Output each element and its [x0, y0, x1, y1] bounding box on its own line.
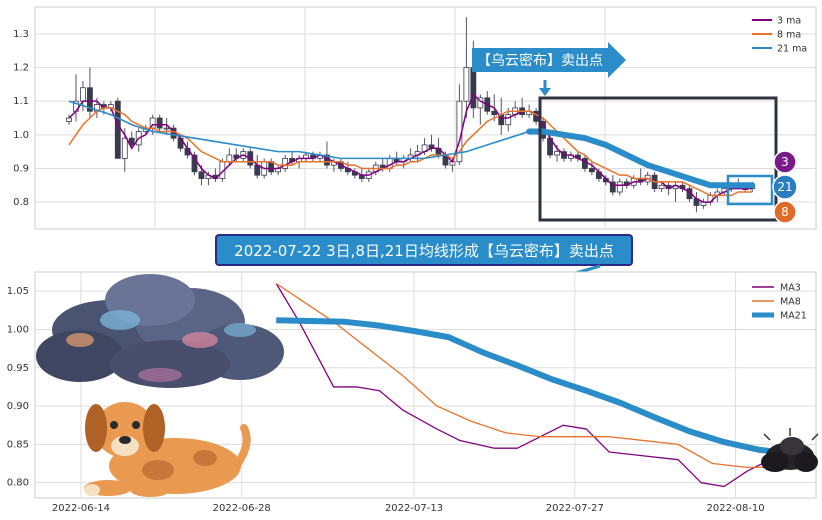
candle-body — [114, 100, 121, 159]
down-arrow-icon — [539, 80, 551, 96]
candle-body — [658, 184, 665, 190]
candle-body — [191, 154, 198, 173]
candle-body — [156, 117, 163, 129]
candle-body — [582, 157, 588, 169]
badge-8: 8 — [773, 200, 797, 224]
candle-body — [463, 67, 470, 102]
candle-body — [616, 181, 623, 193]
ma21-highlight-line — [526, 128, 756, 189]
top-y-tick-label: 0.8 — [13, 197, 29, 208]
bottom-y-tick-label: 0.95 — [7, 363, 29, 374]
bottom-y-tick-label: 1.05 — [7, 286, 29, 297]
bottom-x-tick-label: 2022-07-13 — [385, 503, 443, 514]
bottom-x-tick-label: 2022-06-14 — [52, 503, 110, 514]
candle — [114, 97, 121, 159]
legend-label: MA8 — [780, 297, 801, 308]
bottom-y-tick-label: 0.80 — [7, 478, 29, 489]
badge-21: 21 — [772, 174, 798, 200]
bottom-x-tick-label: 2022-08-10 — [707, 503, 765, 514]
top-y-tick-label: 1.0 — [13, 130, 29, 141]
candle-body — [226, 154, 233, 163]
candle-body — [609, 181, 616, 193]
candle — [588, 161, 595, 176]
legend-label: 3 ma — [777, 16, 801, 27]
candle-body — [66, 117, 72, 122]
bottom-x-axis: 2022-06-14 2022-06-28 2022-07-13 2022-07-27… — [52, 503, 765, 514]
badge-21-label: 21 — [777, 180, 792, 194]
badge-3: 3 — [773, 150, 797, 174]
candle-body — [198, 171, 205, 179]
ma-lines — [68, 93, 756, 203]
top-grid — [35, 7, 816, 229]
candle — [616, 178, 623, 196]
top-y-axis: 0.8 0.9 1.0 1.1 1.2 1.3 — [13, 29, 29, 208]
candle-body — [282, 157, 289, 169]
series-line — [275, 282, 794, 469]
top-callout-text: 【乌云密布】卖出点 — [477, 52, 603, 69]
candle-body — [505, 114, 512, 126]
top-y-tick-label: 1.1 — [13, 96, 29, 107]
badge-3-label: 3 — [781, 155, 789, 169]
candle-body — [87, 87, 93, 112]
candle-body — [470, 67, 477, 109]
candle — [87, 67, 93, 118]
top-callout: 【乌云密布】卖出点 — [472, 42, 626, 78]
legend-label: MA21 — [780, 311, 807, 322]
candle — [191, 151, 198, 176]
convergence-box — [726, 174, 774, 206]
candle-body — [554, 151, 560, 156]
bottom-legend: MA3 MA8 MA21 — [752, 283, 807, 322]
bottom-x-tick-label: 2022-07-27 — [546, 503, 604, 514]
main-callout-text: 2022-07-22 3日,8日,21日均线形成【乌云密布】卖出点 — [234, 242, 614, 260]
top-y-tick-label: 1.3 — [13, 29, 29, 40]
series-line — [276, 317, 794, 457]
bottom-y-tick-label: 1.00 — [7, 324, 29, 335]
candle — [156, 114, 163, 132]
storm-cloud-icon — [36, 274, 284, 388]
candle-body — [121, 137, 128, 159]
legend-label: 21 ma — [777, 44, 807, 55]
dog-icon — [84, 402, 251, 497]
bottom-y-tick-label: 0.90 — [7, 401, 29, 412]
bottom-ma-lines — [275, 282, 794, 488]
main-callout: 2022-07-22 3日,8日,21日均线形成【乌云密布】卖出点 — [215, 234, 633, 266]
badge-8-label: 8 — [781, 205, 789, 219]
top-y-tick-label: 0.9 — [13, 163, 29, 174]
bottom-y-tick-label: 0.85 — [7, 439, 29, 450]
legend-label: MA3 — [780, 283, 801, 294]
bottom-x-tick-label: 2022-06-28 — [213, 503, 271, 514]
candle — [463, 17, 470, 118]
top-legend: 3 ma 8 ma 21 ma — [752, 16, 807, 55]
candle — [128, 131, 135, 149]
candle-body — [491, 110, 498, 116]
dark-cloud-icon — [761, 428, 819, 472]
bottom-y-axis: 0.80 0.85 0.90 0.95 1.00 1.05 — [7, 286, 29, 489]
legend-label: 8 ma — [777, 30, 801, 41]
candle-body — [588, 168, 595, 173]
candle-body — [163, 127, 170, 130]
candle-body — [128, 137, 135, 146]
top-y-tick-label: 1.2 — [13, 63, 29, 74]
candle-body — [80, 87, 86, 102]
candle — [658, 181, 665, 192]
